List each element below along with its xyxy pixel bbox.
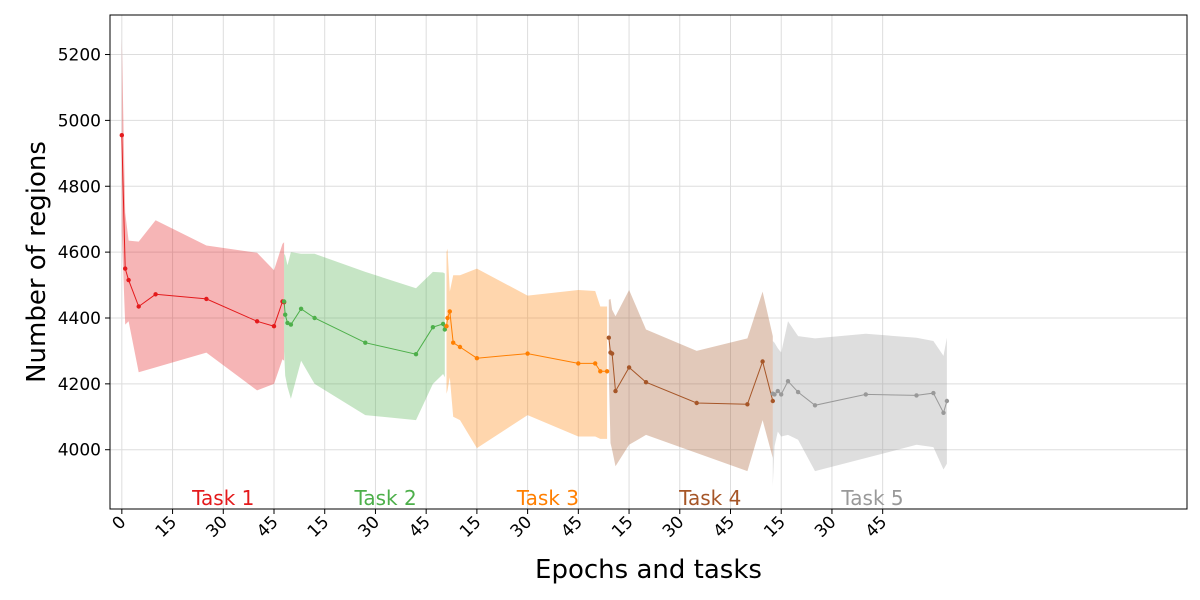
plot-frame xyxy=(109,14,1188,510)
task-label-1: Task 1 xyxy=(191,486,254,510)
data-point xyxy=(626,365,632,370)
band-series-5 xyxy=(772,321,947,486)
line-series-1 xyxy=(121,135,285,327)
data-point xyxy=(604,369,610,374)
data-point xyxy=(123,266,128,271)
data-point xyxy=(779,392,784,397)
data-point xyxy=(281,299,287,304)
y-tick-label: 4400 xyxy=(58,309,101,329)
y-tick-label: 5000 xyxy=(58,111,101,131)
data-point xyxy=(457,344,463,350)
data-point xyxy=(795,389,801,395)
data-point xyxy=(312,315,317,321)
data-point xyxy=(363,340,368,345)
data-point xyxy=(770,398,775,404)
data-point xyxy=(812,403,818,408)
x-tick-label: 45 xyxy=(710,512,739,541)
data-point xyxy=(863,392,868,397)
data-point xyxy=(576,361,581,366)
task-label-4: Task 4 xyxy=(678,486,741,510)
y-tick-label: 5200 xyxy=(58,46,101,66)
data-point xyxy=(440,321,446,327)
data-point xyxy=(914,393,919,398)
data-point xyxy=(413,352,419,357)
x-tick-label: 45 xyxy=(862,512,891,541)
data-point xyxy=(944,398,950,404)
task-label-2: Task 2 xyxy=(353,486,416,510)
data-point xyxy=(606,335,611,340)
data-point xyxy=(931,390,936,396)
data-point xyxy=(430,325,436,330)
data-point xyxy=(126,277,131,283)
x-tick-label: 45 xyxy=(253,512,282,541)
x-tick-label: 15 xyxy=(456,512,485,541)
y-tick-label: 4600 xyxy=(58,243,101,263)
x-tick-label: 15 xyxy=(608,512,637,541)
data-point xyxy=(772,392,777,397)
y-tick-label: 4800 xyxy=(58,177,101,197)
data-point xyxy=(288,322,294,327)
data-point xyxy=(694,400,699,406)
y-tick-label: 4200 xyxy=(58,375,101,395)
data-point xyxy=(136,304,141,309)
x-axis-title: Epochs and tasks xyxy=(535,555,762,585)
data-point xyxy=(525,351,530,356)
x-tick-label: 15 xyxy=(760,512,789,541)
x-tick-label: 45 xyxy=(557,512,586,541)
data-point xyxy=(609,351,615,356)
data-point xyxy=(442,327,447,332)
band-series-2 xyxy=(284,252,445,421)
data-point xyxy=(298,306,304,311)
data-point xyxy=(598,369,603,374)
x-tick-label: 15 xyxy=(304,512,333,541)
data-point xyxy=(153,292,158,297)
data-point xyxy=(204,296,209,302)
grid xyxy=(110,15,1187,509)
data-point xyxy=(445,315,450,321)
x-tick-label: 30 xyxy=(659,512,688,541)
x-tick-label: 30 xyxy=(811,512,840,541)
data-point xyxy=(474,356,480,361)
data-point xyxy=(785,379,791,384)
task-label-5: Task 5 xyxy=(840,486,903,510)
data-point xyxy=(444,324,449,329)
x-tick-label: 45 xyxy=(405,512,434,541)
data-point xyxy=(119,133,125,138)
data-point xyxy=(593,361,598,366)
data-point xyxy=(613,388,618,394)
data-point xyxy=(271,324,277,329)
x-tick-label: 30 xyxy=(507,512,536,541)
data-point xyxy=(775,388,780,394)
confidence-bands xyxy=(121,38,947,486)
data-point xyxy=(254,319,260,324)
data-point xyxy=(285,320,290,326)
band-series-3 xyxy=(446,248,608,449)
y-axis-title: Number of regions xyxy=(22,141,52,383)
task-labels: Task 1 Task 2 Task 3 Task 4 Task 5 xyxy=(191,486,903,510)
band-series-1 xyxy=(121,38,285,391)
data-point xyxy=(451,340,456,345)
x-tick-label: 30 xyxy=(355,512,384,541)
data-point xyxy=(643,380,649,385)
data-point xyxy=(941,410,946,415)
y-tick-label: 4000 xyxy=(58,441,101,461)
data-point xyxy=(760,359,765,364)
task-label-3: Task 3 xyxy=(516,486,579,510)
data-point xyxy=(283,312,288,317)
x-tick-label: 0 xyxy=(109,512,131,534)
data-point xyxy=(745,402,750,407)
series-points xyxy=(119,133,950,415)
x-tick-label: 15 xyxy=(152,512,181,541)
band-series-4 xyxy=(608,290,773,472)
data-point xyxy=(447,309,452,314)
x-tick-label: 30 xyxy=(202,512,231,541)
